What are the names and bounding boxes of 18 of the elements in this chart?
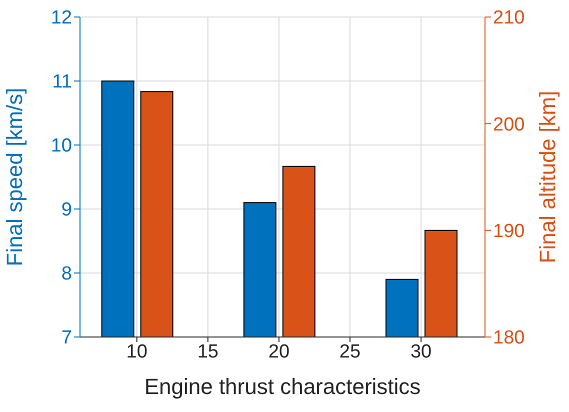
y2-tick-label: 190	[493, 221, 525, 242]
x-axis-title: Engine thrust characteristics	[144, 374, 421, 399]
x-tick-label: 25	[339, 341, 361, 362]
y2-axis-title: Final altitude [km]	[534, 90, 560, 264]
y2-tick-label: 180	[493, 328, 525, 349]
x-tick-label: 10	[126, 341, 148, 362]
y-tick-label: 10	[50, 136, 72, 157]
y-tick-label: 9	[61, 200, 72, 221]
y-tick-label: 8	[61, 264, 72, 285]
y-tick-label: 7	[61, 328, 72, 349]
y2-tick-label: 210	[493, 8, 525, 29]
y-tick-label: 11	[52, 72, 72, 93]
x-tick-label: 30	[410, 341, 432, 362]
x-tick-label: 20	[268, 341, 290, 362]
y2-tick-label: 200	[493, 114, 525, 136]
x-tick-label: 15	[197, 341, 218, 362]
y-axis-title: Final speed [km/s]	[2, 88, 27, 266]
y-tick-label: 12	[50, 8, 72, 29]
